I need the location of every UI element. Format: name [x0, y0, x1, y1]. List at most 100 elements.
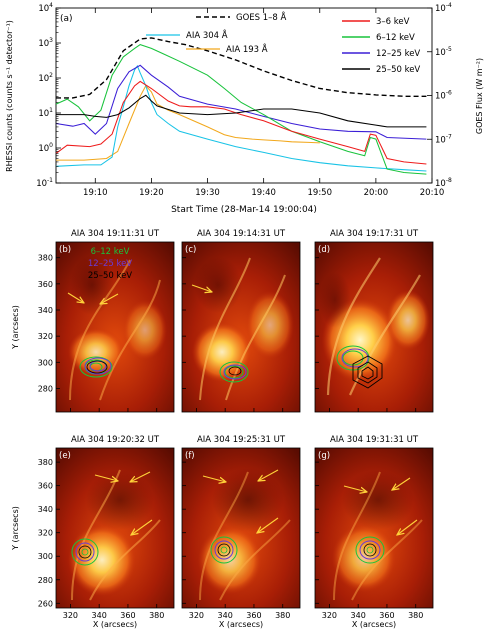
coronal-loops: [199, 471, 291, 601]
y2-tick-label: 10-5: [435, 46, 452, 58]
y-tick-label: 103: [38, 37, 53, 49]
image-x-tick-label: 340: [351, 611, 366, 620]
series-line: [55, 44, 427, 175]
panel-label: (a): [60, 14, 73, 24]
x-tick-label: 19:20: [139, 188, 164, 198]
image-x-axis-label: X (arcsecs): [93, 620, 137, 629]
y2-tick-label: 10-7: [435, 133, 452, 145]
image-panel-e: AIA 304 19:20:32 UT (e: [55, 435, 175, 609]
series-line: [56, 37, 427, 99]
image-x-tick-label: 380: [408, 611, 423, 620]
image-x-tick-label: 340: [92, 611, 107, 620]
image-y-tick-label: 340: [38, 505, 53, 514]
loop-brightening: [246, 291, 294, 359]
y-axis-left-label: RHESSI counts (counts s⁻¹ detector⁻¹): [5, 20, 14, 172]
coronal-loops: [71, 469, 161, 601]
hxr-contours: [219, 361, 249, 383]
image-y-tick-label: 260: [38, 599, 53, 608]
coronal-loops: [333, 471, 423, 601]
image-y-tick-label: 280: [38, 384, 53, 393]
image-x-axis-label: X (arcsecs): [219, 620, 263, 629]
image-y-tick-label: 380: [38, 458, 53, 467]
y2-tick-label: 10-8: [435, 177, 452, 189]
y-tick-label: 104: [38, 2, 53, 14]
image-y-axis-label: Y (arcsecs): [11, 305, 20, 350]
legend-label: GOES 1–8 Å: [236, 11, 287, 23]
y-tick-label: 101: [38, 107, 53, 119]
image-y-tick-label: 360: [38, 280, 53, 289]
panel-title: AIA 304 19:20:32 UT: [71, 435, 160, 445]
pointer-arrows: [343, 477, 418, 535]
aia-image-panels: AIA 304 19:11:31 UT: [11, 229, 434, 629]
image-panel-d: AIA 304 19:17:31 UT (d): [314, 229, 434, 413]
panel-label: (f): [185, 451, 195, 461]
panel-label: (d): [318, 245, 330, 255]
legend-label: AIA 304 Å: [186, 29, 228, 41]
image-panel-f: AIA 304 19:25:31 UT (f: [181, 435, 301, 609]
x-tick-label: 19:10: [83, 188, 108, 198]
dark-region: [319, 272, 351, 328]
y-axis-left-ticks: 10-1 100 101 102 103 104: [36, 2, 61, 189]
x-axis-ticks: 19:10 19:20 19:30 19:40 19:50 20:00 20:10: [83, 8, 444, 198]
legend-label: 3–6 keV: [376, 17, 410, 27]
dark-region: [194, 257, 242, 313]
image-x-tick-label: 340: [218, 611, 233, 620]
x-tick-label: 19:30: [195, 188, 220, 198]
image-x-tick-label: 320: [322, 611, 337, 620]
series-group: [55, 37, 427, 175]
hxr-contours: [210, 536, 238, 564]
image-frame: [181, 241, 301, 413]
panel-title: AIA 304 19:17:31 UT: [330, 229, 419, 239]
hxr-contours: [355, 536, 385, 564]
dark-region: [86, 470, 154, 530]
flare-brightening: [332, 524, 396, 592]
coronal-loops: [69, 259, 161, 401]
y-tick-label: 102: [38, 72, 53, 84]
legend-label: 25–50 keV: [376, 65, 420, 75]
legend-top: GOES 1–8 Å AIA 304 Å AIA 193 Å: [146, 11, 287, 55]
y-tick-label: 10-1: [36, 177, 53, 189]
image-panel-c: AIA 304 19:14:31 UT (c): [181, 229, 301, 413]
legend-label: 6–12 keV: [376, 33, 415, 43]
image-x-tick-label: 360: [246, 611, 261, 620]
pointer-arrows: [202, 469, 279, 533]
energy-legend-label: 25–50 keV: [88, 271, 132, 281]
image-y-tick-label: 360: [38, 482, 53, 491]
image-x-tick-label: 380: [149, 611, 164, 620]
panel-label: (b): [59, 245, 71, 255]
series-line: [56, 84, 320, 161]
image-frame: [55, 447, 175, 609]
image-y-tick-label: 340: [38, 306, 53, 315]
legend-label: 12–25 keV: [376, 49, 420, 59]
loop-brightening: [123, 300, 167, 360]
pointer-arrows: [94, 471, 153, 535]
pointer-arrows: [67, 292, 119, 304]
image-y-tick-label: 300: [38, 552, 53, 561]
y-axis-right-label: GOES Flux (W m⁻²): [475, 58, 484, 134]
energy-legend: 6–12 keV 12–25 keV 25–50 keV: [88, 247, 132, 281]
series-line: [55, 64, 427, 140]
panel-title: AIA 304 19:11:31 UT: [71, 229, 160, 239]
image-y-tick-label: 300: [38, 358, 53, 367]
series-line: [55, 80, 427, 165]
image-frame: [314, 241, 434, 413]
image-x-tick-label: 320: [189, 611, 204, 620]
image-frame: [314, 447, 434, 609]
panel-title: AIA 304 19:25:31 UT: [197, 435, 286, 445]
x-axis-label: Start Time (28-Mar-14 19:00:04): [171, 205, 317, 215]
energy-legend-label: 6–12 keV: [91, 247, 130, 257]
x-tick-label: 19:40: [251, 188, 276, 198]
panel-title: AIA 304 19:14:31 UT: [197, 229, 286, 239]
y2-tick-label: 10-6: [435, 90, 452, 102]
image-x-tick-label: 360: [120, 611, 135, 620]
legend-right: 3–6 keV 6–12 keV 12–25 keV 25–50 keV: [342, 17, 420, 75]
image-frame: [181, 447, 301, 609]
image-x-tick-label: 380: [275, 611, 290, 620]
image-y-axis-label: Y (arcsecs): [11, 506, 20, 551]
loop-brightening: [386, 290, 430, 350]
legend-label: AIA 193 Å: [226, 43, 268, 55]
y-tick-label: 100: [38, 142, 53, 154]
y-axis-right-ticks: 10-8 10-7 10-6 10-5 10-4: [427, 2, 452, 189]
hxr-contours: [336, 345, 383, 389]
